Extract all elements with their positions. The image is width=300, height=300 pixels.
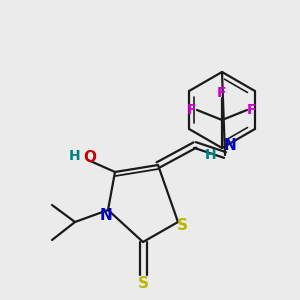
Text: H: H [69,149,81,163]
Text: S: S [176,218,188,233]
Text: S: S [137,275,148,290]
Text: N: N [224,137,236,152]
Text: H: H [205,148,217,162]
Text: F: F [187,103,197,117]
Text: F: F [247,103,257,117]
Text: F: F [217,86,227,100]
Text: O: O [83,151,97,166]
Text: N: N [100,208,112,223]
